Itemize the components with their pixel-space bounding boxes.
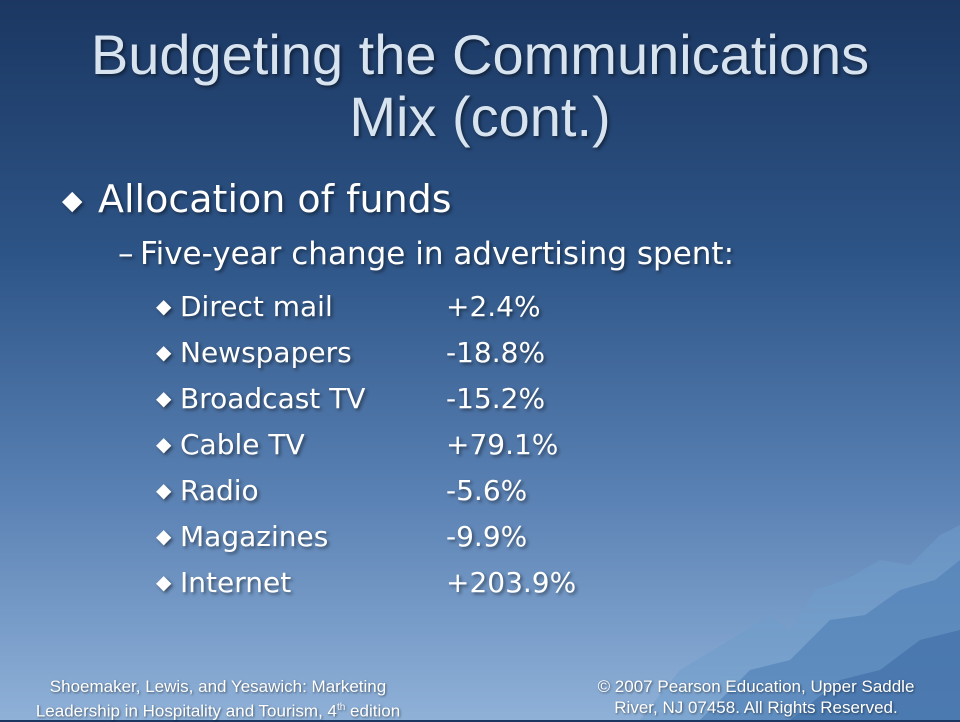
footer-left-line-2: Leadership in Hospitality and Tourism, 4… bbox=[8, 697, 428, 722]
spending-change-list: ◆ Direct mail +2.4% ◆ Newspapers -18.8% ◆ Bro… bbox=[156, 286, 576, 608]
item-value: -18.8% bbox=[446, 336, 546, 369]
level2-bullet: – Five-year change in advertising spent: bbox=[118, 234, 734, 274]
list-item: ◆ Newspapers -18.8% bbox=[156, 332, 576, 378]
diamond-bullet-icon: ◆ bbox=[156, 570, 172, 594]
footer-left-sup: th bbox=[336, 702, 346, 713]
item-name: Broadcast TV bbox=[180, 382, 366, 415]
diamond-bullet-icon: ◆ bbox=[156, 386, 172, 410]
list-item: ◆ Broadcast TV -15.2% bbox=[156, 378, 576, 424]
item-value: +203.9% bbox=[446, 566, 577, 599]
diamond-bullet-icon: ◆ bbox=[156, 432, 172, 456]
item-value: -5.6% bbox=[446, 474, 528, 507]
footer-citation: Shoemaker, Lewis, and Yesawich: Marketin… bbox=[8, 676, 428, 722]
diamond-bullet-icon: ◆ bbox=[156, 524, 172, 548]
footer-left-line-2a: Leadership in Hospitality and Tourism, 4 bbox=[35, 701, 337, 721]
slide-title: Budgeting the Communications Mix (cont.) bbox=[0, 24, 960, 148]
diamond-bullet-icon: ◆ bbox=[156, 478, 172, 502]
diamond-bullet-icon: ◆ bbox=[156, 340, 172, 364]
item-name: Internet bbox=[180, 566, 292, 599]
footer-left-line-2b: edition bbox=[345, 701, 401, 721]
footer-right-line-1: © 2007 Pearson Education, Upper Saddle bbox=[597, 677, 915, 696]
list-item: ◆ Magazines -9.9% bbox=[156, 516, 576, 562]
list-item: ◆ Direct mail +2.4% bbox=[156, 286, 576, 332]
item-value: -9.9% bbox=[446, 520, 528, 553]
list-item: ◆ Cable TV +79.1% bbox=[156, 424, 576, 470]
item-name: Cable TV bbox=[180, 428, 305, 461]
item-value: +2.4% bbox=[446, 290, 541, 323]
item-name: Newspapers bbox=[180, 336, 352, 369]
item-value: -15.2% bbox=[446, 382, 546, 415]
level1-text: Allocation of funds bbox=[98, 177, 452, 221]
footer-copyright: © 2007 Pearson Education, Upper Saddle R… bbox=[560, 676, 952, 718]
footer-left-line-1: Shoemaker, Lewis, and Yesawich: Marketin… bbox=[49, 677, 387, 696]
footer-right-line-2: River, NJ 07458. All Rights Reserved. bbox=[614, 698, 898, 717]
list-item: ◆ Internet +203.9% bbox=[156, 562, 576, 608]
item-name: Magazines bbox=[180, 520, 329, 553]
dash-bullet-icon: – bbox=[118, 236, 134, 272]
title-line-1: Budgeting the Communications bbox=[90, 23, 870, 86]
list-item: ◆ Radio -5.6% bbox=[156, 470, 576, 516]
iceberg-decoration bbox=[640, 525, 960, 720]
diamond-bullet-icon: ◆ bbox=[156, 294, 172, 318]
level1-bullet: ◆ Allocation of funds bbox=[62, 176, 452, 227]
item-value: +79.1% bbox=[446, 428, 559, 461]
title-line-2: Mix (cont.) bbox=[349, 85, 611, 148]
diamond-bullet-icon: ◆ bbox=[62, 185, 83, 216]
item-name: Radio bbox=[180, 474, 259, 507]
level2-text: Five-year change in advertising spent: bbox=[140, 236, 735, 272]
item-name: Direct mail bbox=[180, 290, 333, 323]
